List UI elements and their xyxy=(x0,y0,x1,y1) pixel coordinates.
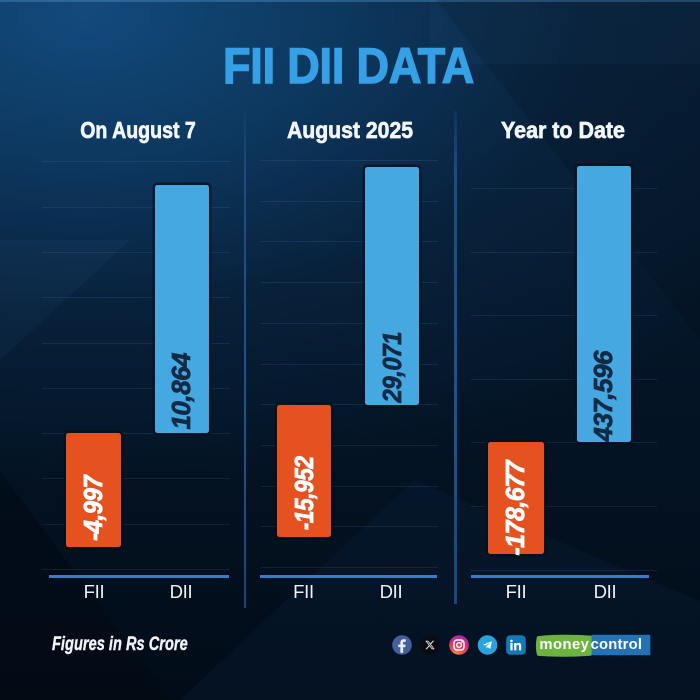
svg-text:money: money xyxy=(539,637,589,653)
svg-text:control: control xyxy=(591,637,643,653)
